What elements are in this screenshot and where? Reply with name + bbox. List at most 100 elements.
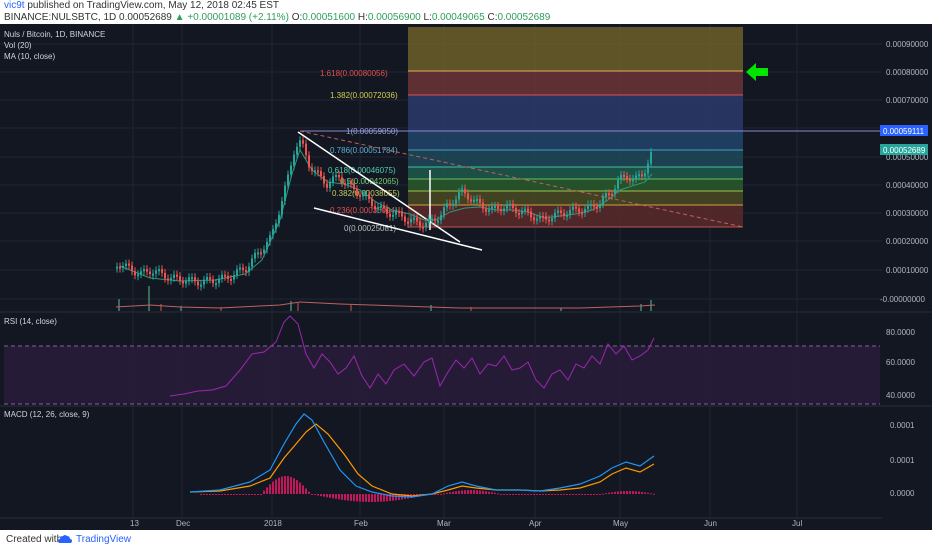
time-tick: 2018	[264, 519, 282, 528]
macd-histogram-bar	[455, 491, 457, 494]
macd-histogram-bar	[572, 494, 574, 495]
candle-body	[638, 174, 640, 177]
candle-body	[545, 216, 547, 220]
fib-zone-0382	[408, 191, 743, 205]
macd-histogram-bar	[218, 494, 220, 495]
rsi-tick: 60.0000	[886, 358, 915, 367]
candle-body	[596, 206, 598, 209]
candle-body	[266, 241, 268, 250]
macd-histogram-bar	[608, 492, 610, 494]
candle-body	[608, 193, 610, 196]
candle-body	[413, 217, 415, 220]
candle-body	[194, 277, 196, 282]
candle-body	[326, 183, 328, 188]
fib-label-0236: 0.236(0.00033094)	[330, 206, 398, 215]
close-label: C:	[487, 12, 498, 23]
candle-body	[578, 208, 580, 213]
macd-histogram-bar	[509, 494, 511, 495]
wedge-lower-line[interactable]	[313, 207, 483, 251]
macd-histogram-bar	[494, 492, 496, 494]
fib-zone-1	[408, 131, 743, 150]
macd-histogram-bar	[278, 477, 280, 494]
macd-histogram-bar	[635, 491, 637, 494]
candle-body	[338, 174, 340, 178]
candle-body	[404, 216, 406, 222]
candle-body	[530, 211, 532, 218]
macd-histogram-bar	[461, 490, 463, 494]
macd-histogram-bar	[644, 492, 646, 494]
price-axis[interactable]: 0.00090000 0.00080000 0.00070000 0.00050…	[880, 40, 929, 304]
candle-body	[272, 228, 274, 236]
candle-body	[230, 278, 232, 281]
candle-body	[566, 214, 568, 217]
wedge-upper-line[interactable]	[297, 131, 461, 243]
macd-histogram-bar	[239, 494, 241, 495]
macd-histogram-bar	[521, 494, 523, 495]
macd-histogram-bar	[560, 494, 562, 495]
fib-zone-0786	[408, 150, 743, 167]
macd-histogram-bar	[275, 479, 277, 494]
candle-body	[236, 269, 238, 276]
time-axis[interactable]: 13 Dec 2018 Feb Mar Apr May Jun Jul	[130, 519, 802, 528]
candle-body	[341, 177, 343, 183]
candle-body	[254, 252, 256, 259]
candle-body	[380, 205, 382, 208]
open-label: O:	[291, 12, 303, 23]
macd-histogram-bar	[380, 494, 382, 502]
candle-body	[632, 178, 634, 182]
macd-pane[interactable]	[189, 413, 655, 502]
price-badge-current-label: 0.00052689	[883, 146, 926, 155]
price-tick: 0.00080000	[886, 68, 929, 77]
candle-body	[590, 204, 592, 207]
tradingview-link[interactable]: TradingView	[76, 534, 132, 545]
macd-histogram-bar	[530, 494, 532, 495]
macd-histogram-bar	[476, 490, 478, 494]
candle-body	[584, 208, 586, 213]
macd-histogram-bar	[551, 494, 553, 495]
candle-body	[296, 146, 298, 155]
candle-body	[149, 271, 151, 275]
candle-body	[320, 171, 322, 177]
rsi-axis[interactable]: 80.0000 60.0000 40.0000	[886, 328, 915, 400]
macd-histogram-bar	[479, 490, 481, 494]
candle-body	[503, 208, 505, 212]
macd-histogram-bar	[389, 494, 391, 502]
price-tick: 0.00040000	[886, 181, 929, 190]
macd-histogram-bar	[344, 494, 346, 501]
fib-retracement[interactable]: 1.618(0.00080056) 1.382(0.00072036) 1(0.…	[300, 27, 880, 233]
macd-histogram-bar	[605, 493, 607, 495]
macd-axis[interactable]: 0.0001 0.0001 0.0000	[890, 421, 915, 498]
created-with-label: Created with	[6, 534, 63, 545]
macd-histogram-bar	[599, 494, 601, 495]
candle-body	[125, 263, 127, 267]
chart-canvas[interactable]: 1.618(0.00080056) 1.382(0.00072036) 1(0.…	[0, 24, 932, 530]
chart-area[interactable]: 1.618(0.00080056) 1.382(0.00072036) 1(0.…	[0, 24, 932, 530]
candle-body	[470, 199, 472, 202]
macd-histogram-bar	[215, 494, 217, 495]
candle-body	[398, 210, 400, 213]
candle-body	[329, 182, 331, 188]
candle-body	[374, 205, 376, 210]
candle-body	[539, 216, 541, 219]
candle-body	[119, 266, 121, 269]
macd-histogram-bar	[245, 494, 247, 495]
candle-body	[350, 182, 352, 185]
rsi-pane[interactable]	[4, 315, 880, 405]
ohlc-line: BINANCE:NULSBTC, 1D 0.00052689 ▲ +0.0000…	[4, 12, 550, 24]
candle-body	[173, 274, 175, 278]
macd-histogram-bar	[554, 494, 556, 495]
macd-histogram-bar	[353, 494, 355, 502]
candle-body	[599, 204, 601, 208]
candle-body	[116, 266, 118, 269]
chart-legend-title: Nuls / Bitcoin, 1D, BINANCE	[4, 30, 105, 39]
candle-body	[647, 163, 649, 174]
author-link[interactable]: vic9t	[4, 0, 25, 11]
macd-line	[189, 413, 655, 498]
candle-body	[509, 203, 511, 206]
dashed-trendline[interactable]	[299, 130, 744, 228]
macd-histogram-bar	[254, 494, 256, 495]
candle-body	[491, 206, 493, 210]
candle-body	[140, 271, 142, 275]
macd-histogram-bar	[236, 494, 238, 495]
candle-body	[572, 206, 574, 210]
